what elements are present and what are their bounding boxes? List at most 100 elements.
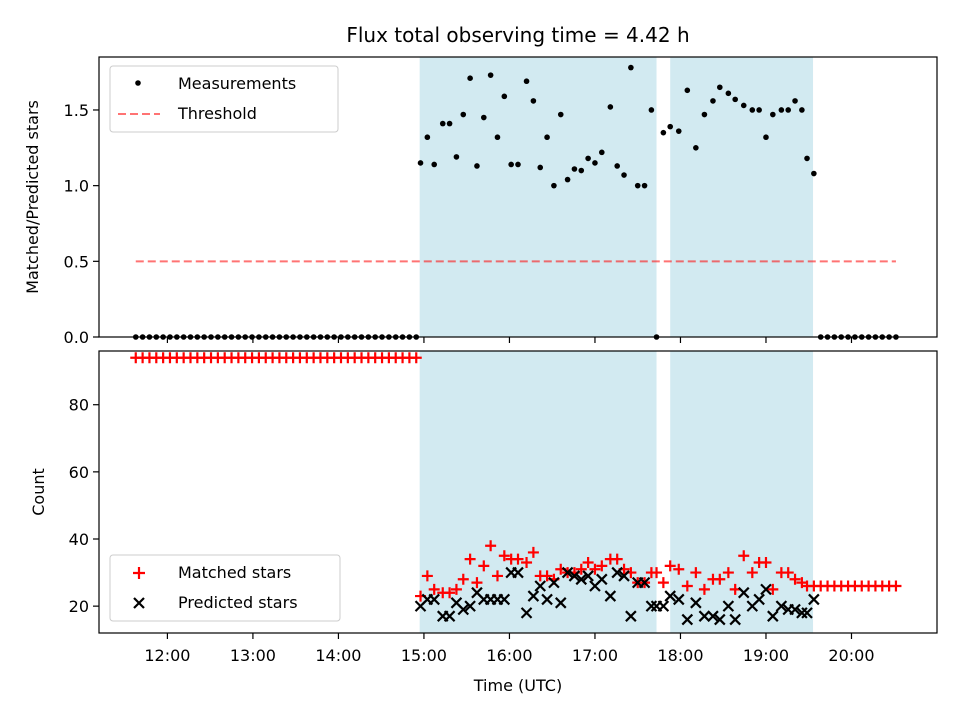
bottom-y-axis-label: Count bbox=[29, 468, 48, 516]
matched-star-point bbox=[410, 352, 422, 364]
measurement-point bbox=[508, 161, 514, 168]
predicted-star-point bbox=[457, 603, 470, 616]
measurement-point bbox=[571, 166, 578, 172]
predicted-star-point bbox=[443, 610, 456, 622]
measurement-point bbox=[439, 120, 446, 127]
measurement-point bbox=[523, 78, 530, 85]
predicted-star-point bbox=[681, 613, 694, 626]
predicted-star-point bbox=[512, 566, 524, 579]
measurement-point bbox=[811, 170, 817, 177]
predicted-star-point bbox=[801, 607, 813, 619]
top-y-tick-label: 0.0 bbox=[64, 328, 89, 347]
predicted-star-point bbox=[520, 607, 533, 619]
predicted-star-point bbox=[527, 590, 540, 602]
measurement-point bbox=[578, 167, 585, 174]
measurement-point bbox=[417, 160, 424, 166]
predicted-star-points bbox=[414, 566, 820, 626]
matched-star-point bbox=[450, 583, 462, 595]
measurement-point bbox=[501, 93, 508, 100]
predicted-star-point bbox=[575, 573, 588, 586]
matched-star-point bbox=[512, 553, 524, 565]
predicted-star-point bbox=[714, 613, 726, 626]
top-axes-frame bbox=[98, 56, 938, 338]
measurement-point bbox=[717, 84, 723, 91]
top-shaded-interval bbox=[419, 57, 657, 337]
bottom-shaded-intervals bbox=[419, 351, 814, 633]
predicted-star-point bbox=[611, 566, 623, 579]
matched-star-point bbox=[664, 560, 676, 572]
matched-star-point bbox=[714, 573, 726, 585]
predicted-star-point bbox=[604, 590, 617, 602]
predicted-star-point bbox=[760, 583, 772, 596]
measurement-point bbox=[770, 111, 776, 118]
bottom-axes-frame bbox=[98, 350, 938, 634]
x-tick-label: 17:00 bbox=[572, 646, 618, 665]
measurement-point bbox=[599, 149, 605, 156]
predicted-star-point bbox=[690, 597, 702, 609]
bottom-y-tick-label: 20 bbox=[69, 597, 89, 616]
measurement-point bbox=[785, 107, 792, 113]
x-tick-label: 14:00 bbox=[315, 646, 361, 665]
measurement-point bbox=[799, 107, 805, 113]
measurement-point bbox=[749, 107, 756, 113]
measurement-point bbox=[684, 87, 691, 94]
measurement-point bbox=[446, 120, 453, 127]
x-tick-label: 15:00 bbox=[401, 646, 447, 665]
predicted-star-point bbox=[767, 610, 779, 622]
predicted-star-point bbox=[707, 610, 719, 622]
measurement-point bbox=[592, 160, 598, 166]
matched-star-point bbox=[651, 567, 663, 579]
matched-star-point bbox=[541, 570, 553, 582]
matched-star-point bbox=[738, 550, 750, 562]
measurement-point bbox=[614, 163, 620, 169]
measurement-points bbox=[132, 64, 899, 340]
measurement-point bbox=[544, 134, 550, 141]
predicted-star-point bbox=[753, 593, 765, 606]
measurement-point bbox=[460, 111, 467, 118]
measurement-point bbox=[467, 75, 473, 81]
predicted-star-point bbox=[428, 593, 440, 606]
predicted-star-point bbox=[464, 600, 476, 612]
measurement-point bbox=[740, 102, 747, 109]
measurement-point bbox=[792, 98, 798, 104]
predicted-star-point bbox=[582, 570, 594, 582]
x-tick-label: 20:00 bbox=[828, 646, 874, 665]
legend-marker-measurements bbox=[135, 80, 141, 86]
measurement-point bbox=[778, 107, 785, 113]
matched-star-point bbox=[789, 573, 801, 585]
predicted-star-point bbox=[808, 593, 820, 606]
predicted-star-point bbox=[698, 610, 711, 622]
measurement-point bbox=[557, 111, 564, 118]
bottom-shaded-interval bbox=[670, 351, 814, 633]
top-shaded-interval bbox=[670, 57, 814, 337]
measurement-point bbox=[621, 172, 627, 178]
measurement-point bbox=[675, 128, 682, 134]
measurement-point bbox=[537, 164, 544, 171]
bottom-panel: 20 40 60 80 12:00 13:00 14:00 15:00 16:00 17:00 18… bbox=[29, 350, 938, 695]
x-axis-label: Time (UTC) bbox=[473, 676, 562, 695]
measurement-point bbox=[494, 134, 501, 141]
matched-star-point bbox=[657, 577, 669, 589]
legend-label-predicted: Predicted stars bbox=[178, 593, 298, 612]
measurement-point bbox=[710, 98, 716, 104]
top-shaded-intervals bbox=[419, 57, 814, 337]
measurement-point bbox=[431, 161, 438, 168]
bottom-y-tick-label: 60 bbox=[69, 463, 89, 482]
matched-star-point bbox=[890, 580, 902, 592]
predicted-star-point bbox=[789, 603, 801, 616]
predicted-star-point bbox=[625, 610, 637, 622]
predicted-star-point bbox=[775, 600, 788, 612]
measurement-point bbox=[474, 163, 480, 169]
matched-star-point bbox=[681, 580, 693, 592]
matched-star-point bbox=[478, 560, 490, 572]
chart-title: Flux total observing time = 4.42 h bbox=[346, 23, 689, 47]
top-panel: 0.0 0.5 1.0 1.5 Matched/Predicted stars Mea… bbox=[23, 56, 938, 347]
matched-star-point bbox=[491, 570, 503, 582]
bottom-axes: 20 40 60 80 12:00 13:00 14:00 15:00 16:00 17:00 18… bbox=[69, 350, 938, 665]
predicted-star-point bbox=[554, 597, 567, 609]
measurement-point bbox=[725, 90, 732, 97]
matched-star-point bbox=[421, 570, 433, 582]
x-tick-label: 12:00 bbox=[144, 646, 190, 665]
matched-star-point bbox=[575, 563, 587, 575]
matched-star-point bbox=[471, 577, 483, 589]
